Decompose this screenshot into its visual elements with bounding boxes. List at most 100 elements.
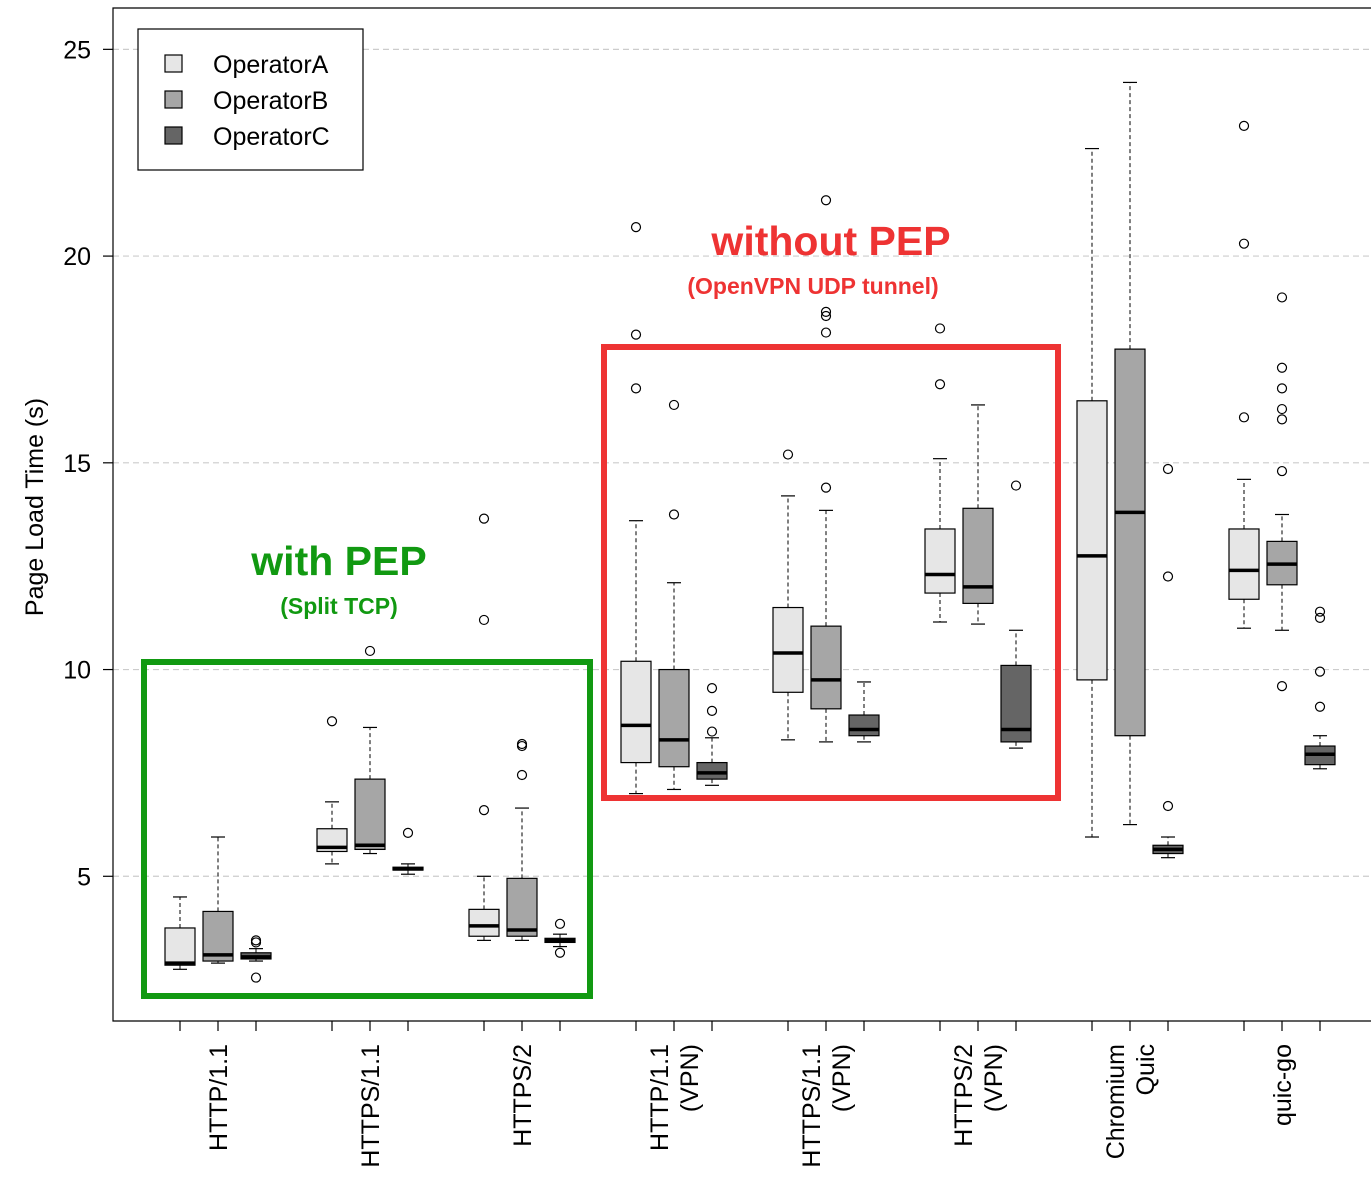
legend-label-operatora: OperatorA bbox=[213, 51, 329, 79]
outlier-point bbox=[326, 716, 338, 727]
box-operatorb-cat6 bbox=[1114, 81, 1146, 826]
y-tick-label: 20 bbox=[63, 243, 91, 271]
x-category-label: HTTPS/1.1(VPN) bbox=[798, 1044, 856, 1168]
outlier-point bbox=[1314, 612, 1326, 623]
outlier-point bbox=[1276, 383, 1288, 394]
outlier-point bbox=[554, 947, 566, 958]
legend-label-operatorc: OperatorC bbox=[213, 123, 330, 151]
box-operatora-cat5 bbox=[924, 323, 956, 623]
x-category-label-line: quic-go bbox=[1269, 1044, 1297, 1126]
x-category-label-line: HTTPS/1.1 bbox=[798, 1044, 826, 1168]
box-iqr bbox=[164, 927, 196, 966]
outlier-point bbox=[706, 705, 718, 716]
box-iqr bbox=[1076, 400, 1108, 681]
box-operatorc-cat4 bbox=[848, 681, 880, 743]
annotation-without-pep-subtitle: (OpenVPN UDP tunnel) bbox=[687, 273, 938, 299]
y-tick-label: 5 bbox=[77, 863, 91, 891]
outlier-point bbox=[1276, 414, 1288, 425]
outlier-point bbox=[630, 329, 642, 340]
box-iqr bbox=[658, 668, 690, 768]
box-operatora-cat0 bbox=[164, 896, 196, 970]
box-iqr bbox=[696, 761, 728, 780]
annotation-box-without-pep bbox=[601, 344, 1061, 801]
outlier-point bbox=[250, 937, 262, 948]
box-operatorc-cat2 bbox=[544, 918, 576, 958]
x-category-label: HTTP/1.1 bbox=[205, 1044, 233, 1151]
outlier-point bbox=[1314, 701, 1326, 712]
box-plots bbox=[164, 81, 1336, 983]
x-category-label: HTTPS/1.1 bbox=[357, 1044, 385, 1168]
y-axis: 5 10 15 20 25 bbox=[63, 36, 113, 891]
outlier-point bbox=[554, 918, 566, 929]
outlier-point bbox=[630, 222, 642, 233]
outlier-point bbox=[364, 645, 376, 657]
box-operatora-cat7 bbox=[1228, 120, 1260, 629]
y-tick-label: 25 bbox=[63, 36, 91, 64]
x-category-label: HTTP/1.1(VPN) bbox=[646, 1044, 704, 1151]
outlier-point bbox=[1276, 403, 1288, 415]
box-iqr bbox=[202, 910, 234, 962]
box-operatorc-cat7 bbox=[1304, 606, 1336, 770]
box-iqr bbox=[620, 660, 652, 764]
box-operatorb-cat0 bbox=[202, 836, 234, 964]
x-axis: HTTP/1.1 HTTPS/1.1 HTTPS/2 HTTP/1.1(VPN) HTT… bbox=[179, 1021, 1321, 1168]
annotation-labels: with PEP (Split TCP) without PEP (OpenVP… bbox=[250, 218, 950, 619]
outlier-point bbox=[1314, 666, 1326, 677]
box-operatorb-cat1 bbox=[354, 645, 386, 855]
outlier-point bbox=[1238, 412, 1250, 423]
legend-label-operatorb: OperatorB bbox=[213, 87, 328, 115]
outlier-point bbox=[250, 935, 262, 946]
annotation-boxes bbox=[141, 344, 1061, 999]
x-category-label-line: HTTP/1.1 bbox=[205, 1044, 233, 1151]
box-operatora-cat6 bbox=[1076, 147, 1108, 838]
outlier-point bbox=[820, 327, 832, 338]
outlier-point bbox=[250, 972, 262, 983]
outlier-point bbox=[1276, 465, 1288, 477]
outlier-point bbox=[820, 482, 832, 493]
annotation-box-with-pep bbox=[141, 659, 593, 999]
box-operatorb-cat7 bbox=[1266, 292, 1298, 692]
outlier-point bbox=[1238, 238, 1250, 249]
x-category-label-line: Quic bbox=[1132, 1044, 1160, 1095]
x-category-label: ChromiumQuic bbox=[1102, 1044, 1160, 1159]
outlier-point bbox=[706, 726, 718, 737]
box-iqr bbox=[848, 714, 880, 737]
legend-swatch-operatorb bbox=[164, 90, 183, 109]
outlier-point bbox=[1314, 606, 1326, 617]
annotation-with-pep-title: with PEP bbox=[250, 538, 426, 584]
outlier-point bbox=[478, 513, 490, 524]
x-category-label-line: HTTPS/2 bbox=[509, 1044, 537, 1147]
outlier-point bbox=[1162, 571, 1174, 582]
y-axis-title: Page Load Time (s) bbox=[21, 398, 49, 616]
outlier-point bbox=[1276, 362, 1288, 373]
box-operatorc-cat6 bbox=[1152, 463, 1184, 859]
outlier-point bbox=[478, 614, 490, 626]
outlier-point bbox=[1238, 120, 1250, 131]
plot-border bbox=[112, 7, 1371, 1022]
box-operatorc-cat1 bbox=[392, 827, 424, 875]
outlier-point bbox=[820, 306, 832, 317]
outlier-point bbox=[1276, 292, 1288, 303]
outlier-point bbox=[516, 740, 528, 752]
outlier-point bbox=[1276, 680, 1288, 692]
box-operatora-cat3 bbox=[620, 222, 652, 795]
y-tick-label: 15 bbox=[63, 450, 91, 478]
y-tick-label: 10 bbox=[63, 657, 91, 685]
x-category-label: HTTPS/2(VPN) bbox=[950, 1044, 1008, 1147]
outlier-point bbox=[782, 449, 794, 460]
box-operatorc-cat5 bbox=[1000, 480, 1032, 749]
outlier-point bbox=[706, 683, 718, 694]
x-category-label-line: Chromium bbox=[1102, 1044, 1130, 1159]
outlier-point bbox=[630, 383, 642, 394]
box-iqr bbox=[924, 528, 956, 594]
x-category-label-line: (VPN) bbox=[828, 1044, 856, 1112]
annotation-with-pep-subtitle: (Split TCP) bbox=[280, 593, 398, 619]
outlier-point bbox=[668, 509, 680, 520]
box-iqr bbox=[772, 606, 804, 693]
x-category-label-line: HTTPS/2 bbox=[950, 1044, 978, 1147]
x-category-label: HTTPS/2 bbox=[509, 1044, 537, 1147]
grid-lines bbox=[113, 48, 1371, 877]
x-category-label-line: HTTP/1.1 bbox=[646, 1044, 674, 1151]
x-category-label-line: (VPN) bbox=[676, 1044, 704, 1112]
